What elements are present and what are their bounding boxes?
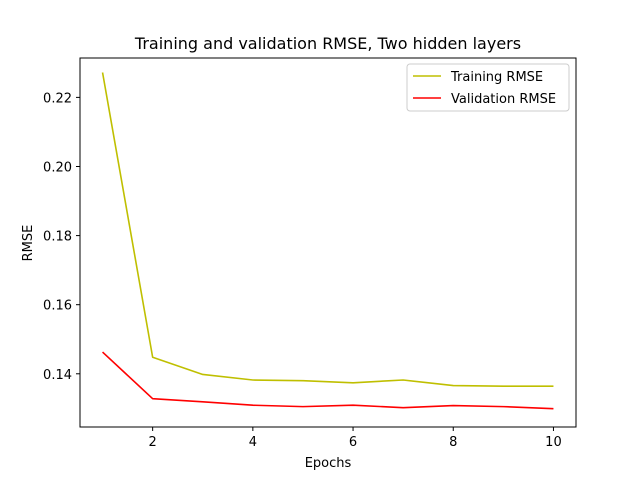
y-tick-label: 0.16 bbox=[43, 299, 72, 314]
y-tick-label: 0.14 bbox=[43, 368, 72, 383]
y-tick-label: 0.22 bbox=[43, 91, 72, 106]
chart-title: Training and validation RMSE, Two hidden… bbox=[134, 34, 521, 53]
x-tick-label: 4 bbox=[249, 435, 257, 450]
plot-frame bbox=[79, 57, 577, 428]
series-line-training-rmse bbox=[101, 72, 554, 388]
legend-box bbox=[406, 63, 570, 112]
x-axis: 2 4 6 8 10 bbox=[149, 427, 562, 450]
x-tick-label: 6 bbox=[349, 435, 357, 450]
y-axis: 0.14 0.16 0.18 0.20 0.22 bbox=[43, 91, 80, 383]
legend-label: Validation RMSE bbox=[451, 92, 556, 107]
legend: Training RMSE Validation RMSE bbox=[406, 63, 570, 112]
y-tick-label: 0.20 bbox=[43, 160, 72, 175]
legend-label: Training RMSE bbox=[450, 70, 543, 85]
x-tick-label: 8 bbox=[449, 435, 457, 450]
x-tick-label: 10 bbox=[545, 435, 562, 450]
x-axis-label: Epochs bbox=[305, 456, 352, 471]
y-tick-label: 0.18 bbox=[43, 230, 72, 245]
series-line-validation-rmse bbox=[102, 351, 554, 410]
y-axis-label: RMSE bbox=[21, 225, 36, 262]
plot-area bbox=[101, 72, 554, 410]
x-tick-label: 2 bbox=[149, 435, 157, 450]
